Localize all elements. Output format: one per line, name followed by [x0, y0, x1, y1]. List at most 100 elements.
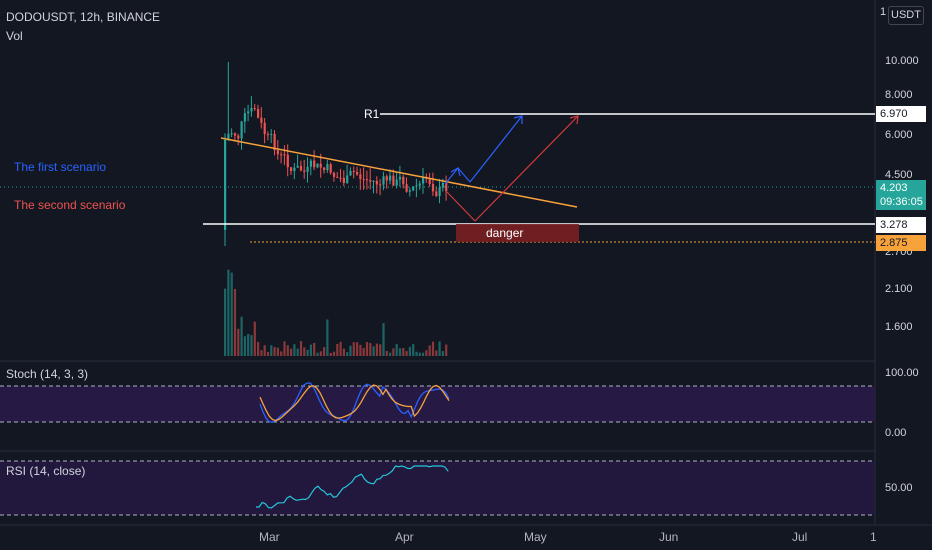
- volume-bar: [266, 351, 270, 356]
- volume-bar: [329, 352, 332, 356]
- volume-bar: [385, 350, 388, 356]
- volume-bar: [296, 348, 299, 356]
- volume-bar: [346, 352, 349, 356]
- stoch-title[interactable]: Stoch (14, 3, 3): [6, 367, 89, 381]
- price-label: 1.600: [885, 321, 913, 333]
- volume-bar: [286, 345, 289, 356]
- volume-bar: [273, 347, 276, 356]
- currency-badge[interactable]: USDT: [888, 6, 924, 25]
- time-label: Mar: [259, 530, 280, 544]
- rsi-title[interactable]: RSI (14, close): [6, 464, 86, 478]
- candle-body: [263, 122, 266, 135]
- volume-bar: [352, 342, 355, 356]
- volume-bar: [418, 352, 421, 356]
- volume-bar: [270, 345, 273, 356]
- candle-body: [243, 113, 246, 122]
- volume-bar: [445, 344, 448, 356]
- volume-bar: [263, 345, 266, 356]
- candle-body: [306, 166, 309, 172]
- volume-bar: [412, 344, 415, 356]
- volume-bar: [243, 336, 246, 356]
- symbol-title[interactable]: DODOUSDT, 12h, BINANCE: [6, 10, 161, 24]
- price-label: 2.100: [885, 283, 913, 295]
- candle-body: [313, 160, 316, 168]
- candle-body: [280, 154, 283, 156]
- candle-body: [359, 174, 362, 180]
- time-label: May: [524, 530, 547, 544]
- danger-zone: [456, 224, 579, 242]
- volume-bar: [408, 346, 411, 356]
- volume-bar: [398, 348, 402, 356]
- rsi-mid-label: 50.00: [885, 482, 913, 494]
- volume-bar: [415, 351, 418, 356]
- second-scenario-label: The second scenario: [14, 198, 126, 212]
- candle-body: [290, 167, 293, 171]
- r1-label: R1: [364, 107, 380, 121]
- volume-bar: [422, 352, 425, 356]
- candle-body: [336, 176, 339, 178]
- candle-body: [369, 179, 372, 182]
- candle-body: [398, 176, 402, 180]
- candle-body: [382, 176, 385, 185]
- countdown-tag: 09:36:05: [876, 194, 926, 210]
- volume-bar: [369, 343, 372, 356]
- candle-body: [346, 175, 349, 184]
- volume-bar: [356, 342, 359, 356]
- candle-body: [309, 160, 312, 167]
- rsi-band: [0, 461, 875, 515]
- volume-bar: [316, 352, 319, 356]
- volume-bar: [326, 319, 329, 356]
- candles: [224, 62, 448, 246]
- candle-body: [402, 176, 405, 185]
- stoch-upper-label: 100.00: [885, 367, 919, 379]
- candle-body: [332, 172, 336, 177]
- second-scenario-path: [446, 115, 579, 222]
- candle-body: [329, 164, 332, 173]
- candle-body: [230, 133, 233, 135]
- price-label: 8.000: [885, 89, 913, 101]
- volume-bar: [431, 341, 435, 356]
- volume-bar: [435, 350, 438, 356]
- volume-bar: [240, 316, 243, 356]
- volume-bar: [306, 349, 309, 356]
- volume-bar: [250, 335, 253, 356]
- candle-body: [418, 183, 421, 186]
- volume-bar: [257, 341, 260, 356]
- volume-bar: [375, 343, 378, 356]
- candle-body: [342, 177, 345, 184]
- candle-body: [233, 133, 237, 136]
- r1-price-tag: 6.970: [876, 106, 926, 122]
- time-label: Jun: [659, 530, 679, 544]
- volume-bar: [336, 343, 339, 356]
- volume-bar: [379, 344, 382, 356]
- candle-body: [303, 170, 306, 172]
- candle-body: [375, 180, 378, 185]
- candle-body: [293, 167, 296, 171]
- candle-body: [349, 170, 352, 176]
- candle-body: [379, 184, 382, 186]
- first-scenario-label: The first scenario: [14, 160, 107, 174]
- volume-bar: [233, 288, 237, 356]
- volume-bar: [303, 347, 306, 356]
- volume-label: Vol: [6, 29, 23, 43]
- volume-bar: [319, 351, 322, 356]
- descending-trendline: [220, 137, 578, 208]
- price-label: 6.000: [885, 129, 913, 141]
- candle-body: [389, 175, 392, 181]
- stoch-k-line: [259, 382, 450, 423]
- candle-body: [392, 175, 395, 186]
- candle-body: [319, 163, 322, 168]
- candle-body: [356, 171, 359, 175]
- candle-body: [227, 133, 230, 140]
- volume-bar: [349, 345, 352, 356]
- danger-price-tag: 2.875: [876, 235, 926, 251]
- volume-bar: [425, 350, 428, 356]
- volume-bar: [362, 348, 365, 356]
- candle-body: [385, 176, 388, 181]
- candle-body: [253, 108, 256, 110]
- candle-body: [273, 133, 276, 151]
- candle-body: [435, 191, 438, 197]
- candle-body: [339, 177, 342, 179]
- candle-body: [224, 140, 227, 230]
